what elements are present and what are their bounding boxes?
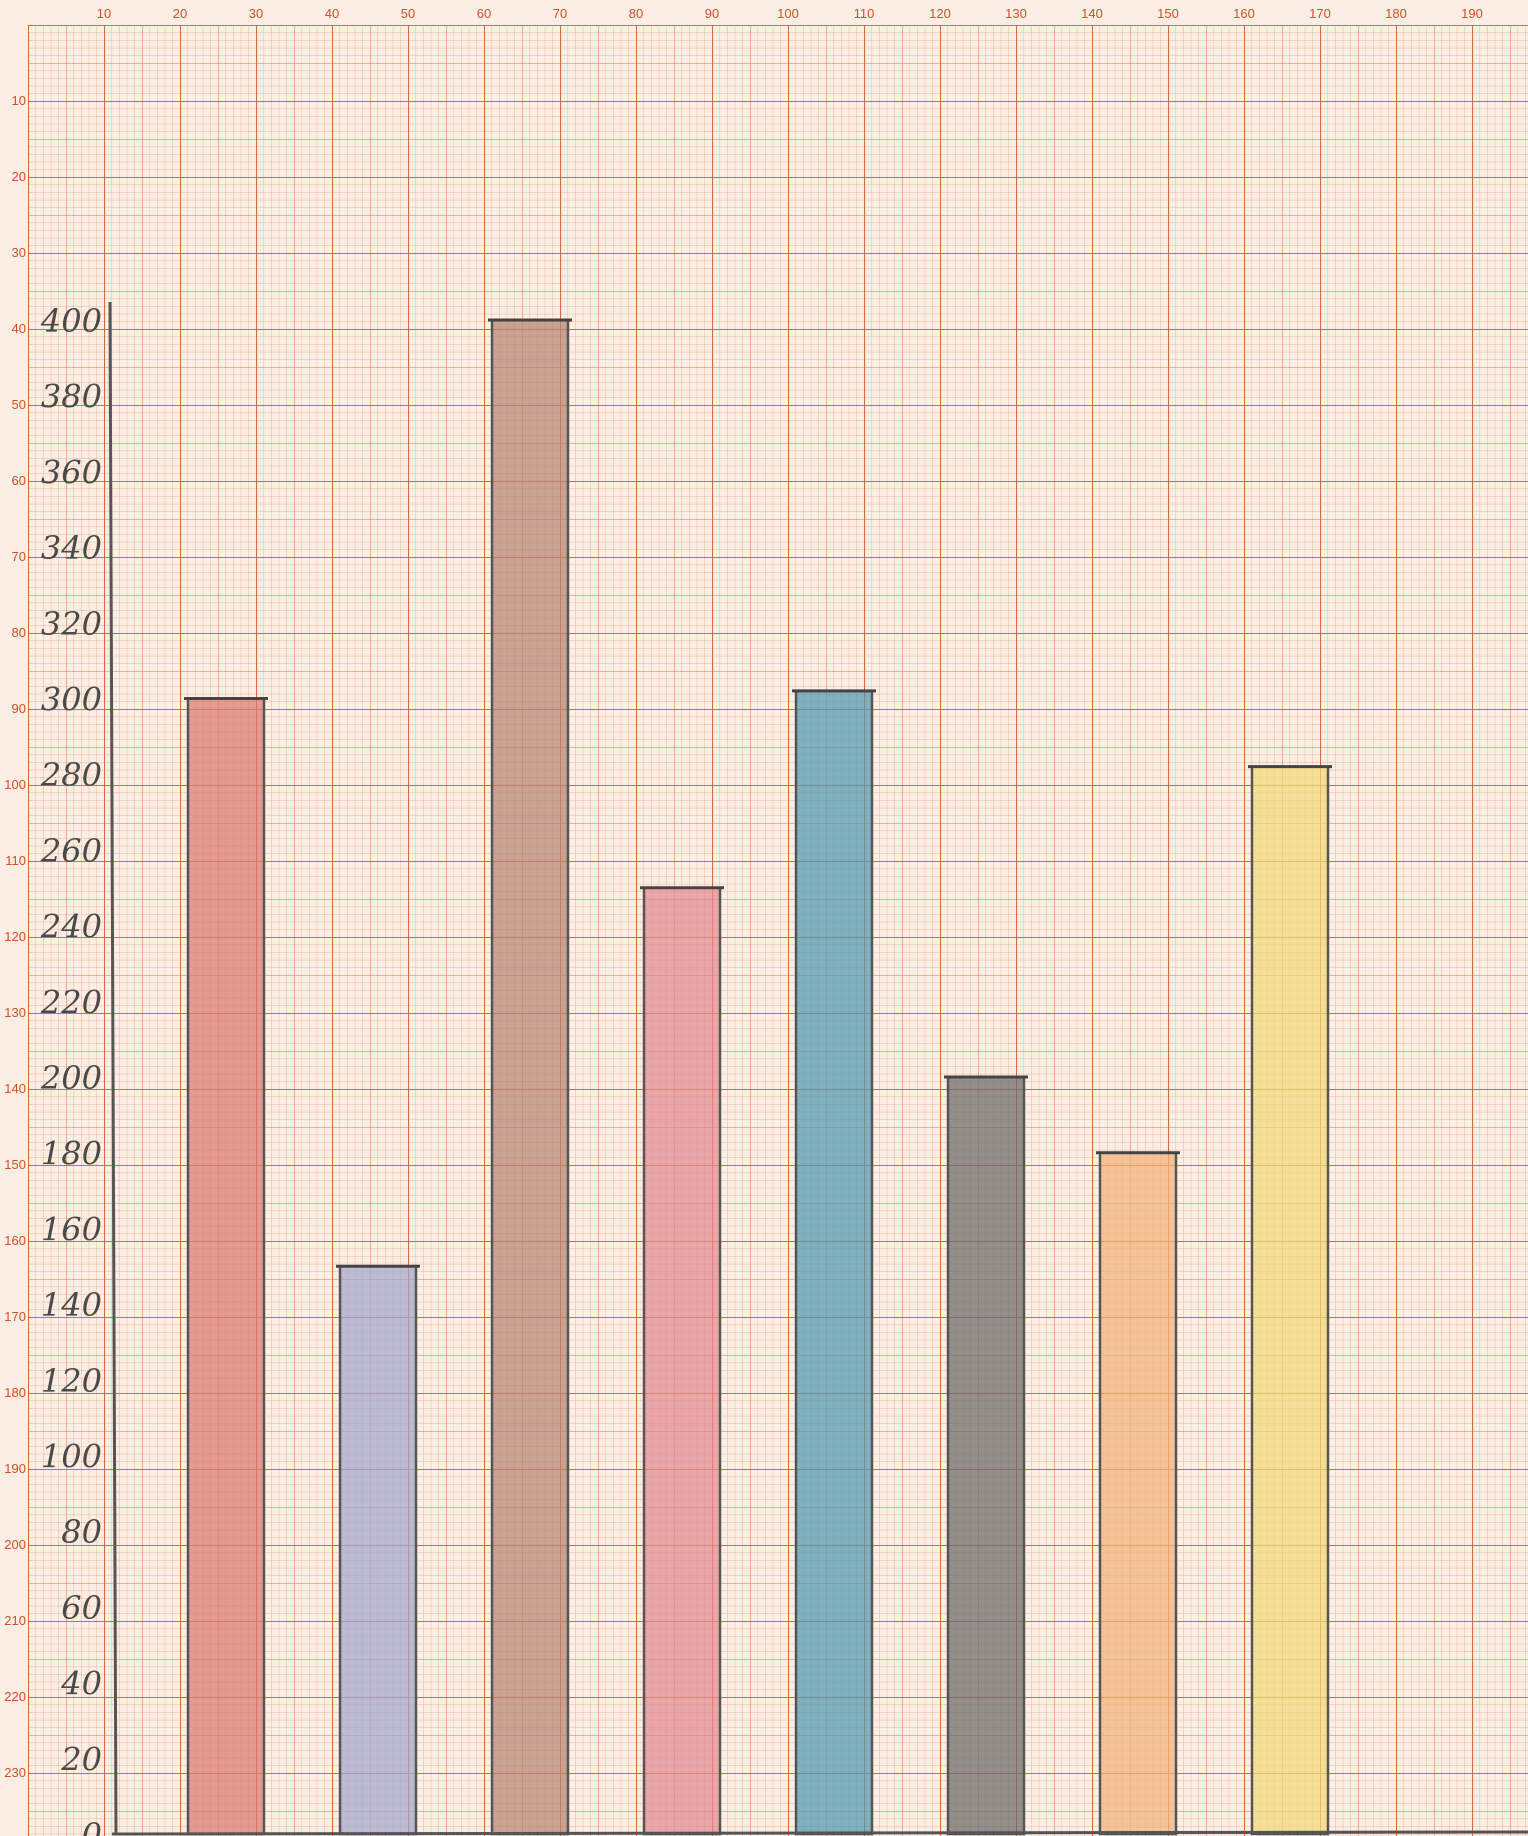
left-ruler-label: 120	[4, 929, 26, 944]
top-ruler-label: 120	[929, 6, 951, 21]
y-tick-label: 40	[60, 1665, 102, 1703]
top-ruler-label: 110	[854, 6, 875, 21]
left-ruler-label: 170	[4, 1309, 26, 1324]
y-tick-label: 320	[41, 605, 102, 643]
bar	[186, 697, 266, 1836]
y-tick-label: 160	[41, 1210, 102, 1248]
y-axis-line	[108, 301, 118, 1835]
top-ruler-label: 150	[1157, 6, 1179, 21]
bar	[1250, 765, 1330, 1836]
top-ruler-label: 30	[249, 6, 263, 21]
y-tick-labels: 4003803603403203002802602402202001801601…	[40, 302, 102, 1836]
y-tick-label: 60	[61, 1589, 102, 1627]
left-ruler-label: 210	[4, 1613, 26, 1628]
left-ruler-label: 10	[12, 93, 26, 108]
bar-group	[184, 318, 1332, 1836]
y-tick-label: 300	[41, 681, 102, 719]
left-ruler-label: 90	[12, 701, 26, 716]
y-tick-label: 380	[41, 378, 102, 416]
top-ruler-label: 10	[97, 6, 111, 21]
top-ruler: 10 20 30 40 50 60 70 80 90 100 110 120 130 140 150 160 1…	[97, 6, 1483, 21]
left-ruler-label: 160	[4, 1233, 26, 1248]
left-ruler-label: 30	[12, 245, 26, 260]
top-ruler-label: 160	[1233, 6, 1255, 21]
bar	[1098, 1151, 1178, 1836]
top-ruler-label: 170	[1309, 6, 1331, 21]
bar	[794, 689, 874, 1836]
y-tick-label: 180	[41, 1135, 102, 1173]
y-tick-label: 120	[41, 1362, 102, 1400]
y-tick-label: 100	[41, 1438, 102, 1476]
top-ruler-label: 140	[1081, 6, 1103, 21]
y-tick-label: 0	[82, 1816, 102, 1836]
left-ruler-label: 200	[4, 1537, 26, 1552]
left-ruler-label: 220	[4, 1689, 26, 1704]
bar	[490, 318, 570, 1836]
y-tick-label: 200	[40, 1059, 102, 1097]
left-ruler-label: 40	[12, 321, 26, 336]
y-tick-label: 360	[41, 453, 102, 491]
top-ruler-label: 70	[553, 6, 567, 21]
left-ruler-label: 130	[4, 1005, 26, 1020]
y-tick-label: 400	[40, 302, 102, 340]
left-ruler-label: 150	[4, 1157, 26, 1172]
left-ruler-label: 190	[4, 1461, 26, 1476]
top-ruler-label: 50	[401, 6, 415, 21]
x-axis-line	[111, 1830, 1528, 1836]
top-ruler-label: 20	[173, 6, 187, 21]
y-tick-label: 80	[61, 1513, 102, 1551]
y-tick-label: 280	[40, 756, 102, 794]
y-tick-label: 220	[40, 983, 102, 1021]
top-ruler-label: 130	[1005, 6, 1027, 21]
y-tick-label: 140	[41, 1286, 102, 1324]
left-ruler-label: 20	[12, 169, 26, 184]
left-ruler-label: 180	[4, 1385, 26, 1400]
y-tick-label: 340	[41, 529, 102, 567]
left-ruler-label: 100	[4, 777, 26, 792]
y-tick-label: 240	[40, 908, 102, 946]
left-ruler-label: 80	[12, 625, 26, 640]
left-ruler-label: 50	[12, 397, 26, 412]
top-ruler-label: 90	[705, 6, 719, 21]
left-ruler-label: 140	[4, 1081, 26, 1096]
bar	[946, 1075, 1026, 1836]
left-ruler: 10 20 30 40 50 60 70 80 90 100 110 120 130 140 150 160 1…	[4, 93, 26, 1780]
bar	[338, 1265, 418, 1836]
y-tick-label: 20	[60, 1740, 102, 1778]
top-ruler-label: 40	[325, 6, 339, 21]
top-ruler-label: 80	[629, 6, 643, 21]
top-ruler-label: 180	[1385, 6, 1407, 21]
bar	[642, 886, 722, 1836]
left-ruler-label: 110	[5, 853, 26, 868]
left-ruler-label: 230	[4, 1765, 26, 1780]
top-ruler-label: 60	[477, 6, 491, 21]
left-ruler-label: 70	[12, 549, 26, 564]
y-tick-label: 260	[40, 832, 102, 870]
top-ruler-label: 190	[1461, 6, 1483, 21]
top-ruler-label: 100	[777, 6, 799, 21]
left-ruler-label: 60	[12, 473, 26, 488]
